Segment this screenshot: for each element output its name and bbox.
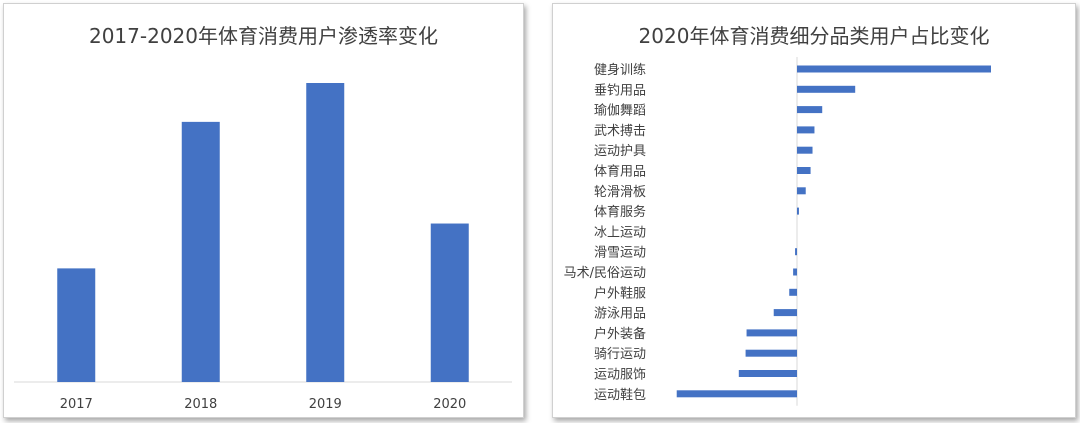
bar-武术搏击 xyxy=(797,126,815,134)
bar-体育用品 xyxy=(797,167,811,174)
x-tick-label: 2018 xyxy=(184,397,217,412)
bar-运动服饰 xyxy=(738,370,797,377)
bar-2020 xyxy=(430,223,469,382)
bar-游泳用品 xyxy=(773,309,797,317)
category-chart-title: 2020年体育消费细分品类用户占比变化 xyxy=(638,24,990,48)
penetration-chart-title: 2017-2020年体育消费用户渗透率变化 xyxy=(88,24,438,48)
y-tick-label: 健身训练 xyxy=(594,62,646,78)
category-chart-plot: 健身训练垂钓用品瑜伽舞蹈武术搏击运动护具体育用品轮滑滑板体育服务冰上运动滑雪运动… xyxy=(564,57,991,406)
y-tick-label: 滑雪运动 xyxy=(594,246,646,261)
y-tick-label: 瑜伽舞蹈 xyxy=(594,104,646,119)
bar-马术/民俗运动 xyxy=(793,268,797,276)
y-tick-label: 户外鞋服 xyxy=(594,285,646,301)
bar-轮滑滑板 xyxy=(797,187,806,195)
y-tick-label: 游泳用品 xyxy=(594,307,646,322)
bar-运动护具 xyxy=(797,146,813,154)
x-tick-label: 2019 xyxy=(309,397,342,412)
penetration-chart-panel: 2017-2020年体育消费用户渗透率变化 2017 2018 2019 2020 xyxy=(3,3,524,418)
y-tick-label: 骑行运动 xyxy=(594,347,646,362)
y-tick-label: 运动服饰 xyxy=(594,368,646,383)
x-tick-label: 2020 xyxy=(433,397,466,412)
y-tick-label: 运动护具 xyxy=(594,144,646,159)
y-tick-label: 户外装备 xyxy=(594,326,646,342)
bar-体育服务 xyxy=(797,207,799,215)
bar-2018 xyxy=(181,121,220,383)
category-chart-panel: 2020年体育消费细分品类用户占比变化 健身训练垂钓用品瑜伽舞蹈武术搏击运动护具… xyxy=(552,3,1076,418)
y-tick-label: 体育服务 xyxy=(594,204,646,220)
bar-2017 xyxy=(57,268,96,382)
bar-户外鞋服 xyxy=(789,288,797,296)
bar-运动鞋包 xyxy=(676,390,797,398)
y-tick-label: 马术/民俗运动 xyxy=(564,266,646,281)
bar-垂钓用品 xyxy=(797,85,856,93)
y-tick-label: 运动鞋包 xyxy=(594,387,646,403)
y-tick-label: 体育用品 xyxy=(594,164,646,180)
bar-瑜伽舞蹈 xyxy=(797,106,823,114)
bar-骑行运动 xyxy=(745,349,797,357)
y-tick-label: 冰上运动 xyxy=(594,225,646,240)
x-tick-label: 2017 xyxy=(60,397,93,412)
y-tick-label: 武术搏击 xyxy=(594,123,646,139)
bar-2019 xyxy=(306,83,345,382)
penetration-chart-plot: 2017 2018 2019 2020 xyxy=(14,83,512,412)
y-tick-label: 轮滑滑板 xyxy=(594,185,646,200)
bar-健身训练 xyxy=(797,65,991,73)
y-tick-label: 垂钓用品 xyxy=(594,83,646,98)
bar-滑雪运动 xyxy=(795,248,797,256)
bar-户外装备 xyxy=(746,329,797,337)
